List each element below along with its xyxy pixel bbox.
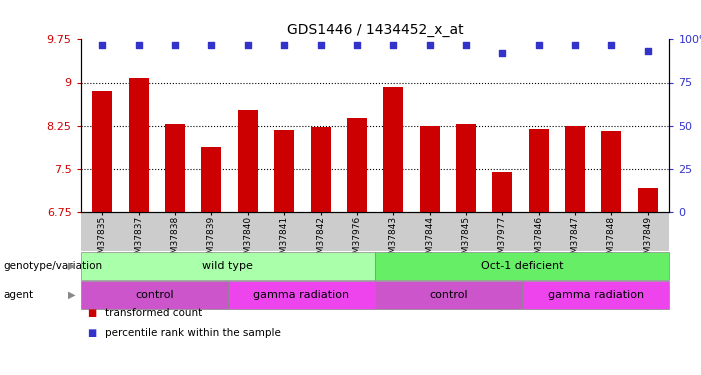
Point: [133, 42, 144, 48]
Bar: [238, 110, 258, 212]
Text: genotype/variation: genotype/variation: [4, 261, 102, 271]
Bar: [601, 131, 621, 212]
Title: GDS1446 / 1434452_x_at: GDS1446 / 1434452_x_at: [287, 23, 463, 37]
Bar: [165, 124, 185, 212]
Point: [278, 42, 290, 48]
Text: ▶: ▶: [67, 261, 75, 271]
Point: [351, 42, 362, 48]
Bar: [456, 124, 476, 212]
Bar: [93, 91, 112, 212]
Bar: [492, 172, 512, 212]
Point: [243, 42, 254, 48]
Bar: [638, 188, 658, 212]
Bar: [347, 118, 367, 212]
Bar: [274, 130, 294, 212]
Text: agent: agent: [4, 290, 34, 300]
Bar: [129, 78, 149, 212]
Text: ■: ■: [88, 308, 97, 318]
Point: [642, 48, 653, 54]
Bar: [565, 126, 585, 212]
Point: [606, 42, 617, 48]
Bar: [420, 126, 440, 212]
Text: ■: ■: [88, 328, 97, 338]
Text: Oct-1 deficient: Oct-1 deficient: [481, 261, 564, 271]
Text: percentile rank within the sample: percentile rank within the sample: [105, 328, 281, 338]
Point: [315, 42, 326, 48]
Text: ▶: ▶: [67, 290, 75, 300]
Text: gamma radiation: gamma radiation: [253, 290, 350, 300]
Point: [496, 50, 508, 56]
Text: control: control: [429, 290, 468, 300]
Text: transformed count: transformed count: [105, 308, 203, 318]
Point: [170, 42, 181, 48]
Point: [206, 42, 217, 48]
Point: [461, 42, 472, 48]
Point: [388, 42, 399, 48]
Text: wild type: wild type: [203, 261, 253, 271]
Point: [533, 42, 544, 48]
Bar: [383, 87, 403, 212]
Text: gamma radiation: gamma radiation: [547, 290, 644, 300]
Point: [424, 42, 435, 48]
Point: [569, 42, 580, 48]
Bar: [529, 129, 549, 212]
Bar: [311, 128, 330, 212]
Point: [97, 42, 108, 48]
Text: control: control: [135, 290, 174, 300]
Bar: [201, 147, 222, 212]
